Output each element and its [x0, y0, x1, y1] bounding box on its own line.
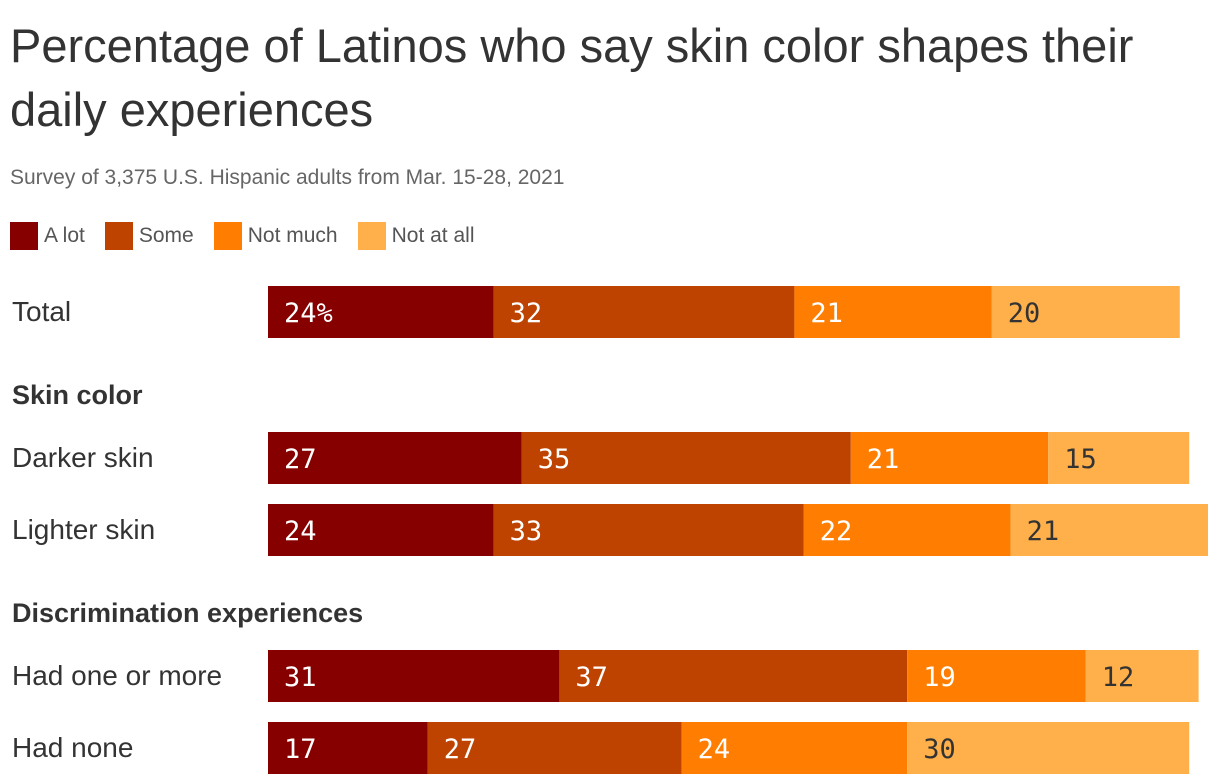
legend-swatch-not-much — [213, 222, 242, 250]
legend-item-not-much: Not much — [213, 222, 338, 250]
data-label-darker-skin-not-much: 21 — [867, 444, 900, 475]
data-label-lighter-skin-some: 33 — [510, 516, 543, 547]
bar-darker-skin-not-at-all — [1048, 432, 1190, 484]
row-label-lighter-skin: Lighter skin — [12, 514, 155, 545]
data-label-had-one-or-more-not-at-all: 12 — [1102, 662, 1135, 693]
legend-swatch-not-at-all — [357, 222, 386, 250]
data-label-darker-skin-not-at-all: 15 — [1064, 444, 1097, 475]
group-label-discrimination-experiences: Discrimination experiences — [12, 598, 363, 628]
bar-total-not-at-all — [991, 286, 1180, 338]
data-label-had-none-not-at-all: 30 — [923, 734, 956, 765]
bar-had-one-or-more-not-much — [907, 650, 1086, 702]
chart-title: Percentage of Latinos who say skin color… — [10, 19, 1134, 136]
legend-swatch-some — [104, 222, 133, 250]
legend-item-not-at-all: Not at all — [357, 222, 475, 250]
bar-had-none-a-lot — [268, 722, 428, 774]
row-label-had-one-or-more: Had one or more — [12, 660, 222, 691]
bar-darker-skin-not-much — [850, 432, 1049, 484]
bar-lighter-skin-not-much — [803, 504, 1011, 556]
data-label-had-none-not-much: 24 — [698, 734, 731, 765]
legend-label-not-at-all: Not at all — [391, 224, 475, 247]
row-label-darker-skin: Darker skin — [12, 442, 154, 473]
bar-total-a-lot — [268, 286, 494, 338]
legend-item-a-lot: A lot — [10, 222, 85, 250]
chart-subtitle: Survey of 3,375 U.S. Hispanic adults fro… — [10, 166, 565, 189]
row-label-had-none: Had none — [12, 732, 133, 763]
bar-lighter-skin-some — [493, 504, 804, 556]
legend-item-some: Some — [104, 222, 194, 250]
data-label-had-none-some: 27 — [444, 734, 477, 765]
legend-label-not-much: Not much — [247, 224, 338, 247]
bar-had-none-not-at-all — [907, 722, 1190, 774]
bar-had-none-not-much — [681, 722, 908, 774]
bar-lighter-skin-not-at-all — [1010, 504, 1208, 556]
row-label-total: Total — [12, 296, 71, 327]
data-label-total-not-much: 21 — [810, 298, 843, 329]
legend: A lot Some Not much Not at all — [10, 220, 494, 252]
bar-had-one-or-more-a-lot — [268, 650, 560, 702]
bar-had-one-or-more-not-at-all — [1085, 650, 1199, 702]
data-label-total-some: 32 — [510, 298, 543, 329]
data-label-total-not-at-all: 20 — [1008, 298, 1041, 329]
legend-label-a-lot: A lot — [44, 224, 85, 247]
bar-had-none-some — [427, 722, 682, 774]
bar-total-some — [493, 286, 795, 338]
group-label-skin-color: Skin color — [12, 380, 143, 410]
data-label-darker-skin-some: 35 — [538, 444, 571, 475]
bar-darker-skin-some — [521, 432, 851, 484]
data-label-darker-skin-a-lot: 27 — [284, 444, 317, 475]
bar-total-not-much — [794, 286, 992, 338]
legend-swatch-a-lot — [10, 222, 38, 250]
bar-lighter-skin-a-lot — [268, 504, 494, 556]
data-label-lighter-skin-not-much: 22 — [820, 516, 853, 547]
data-label-had-one-or-more-some: 37 — [575, 662, 608, 693]
data-label-had-none-a-lot: 17 — [284, 734, 317, 765]
data-label-lighter-skin-not-at-all: 21 — [1027, 516, 1060, 547]
bar-darker-skin-a-lot — [268, 432, 522, 484]
data-label-had-one-or-more-a-lot: 31 — [284, 662, 317, 693]
data-label-lighter-skin-a-lot: 24 — [284, 516, 317, 547]
data-label-had-one-or-more-not-much: 19 — [923, 662, 956, 693]
data-label-total-a-lot: 24% — [284, 298, 333, 329]
legend-label-some: Some — [138, 224, 194, 247]
bar-had-one-or-more-some — [559, 650, 908, 702]
